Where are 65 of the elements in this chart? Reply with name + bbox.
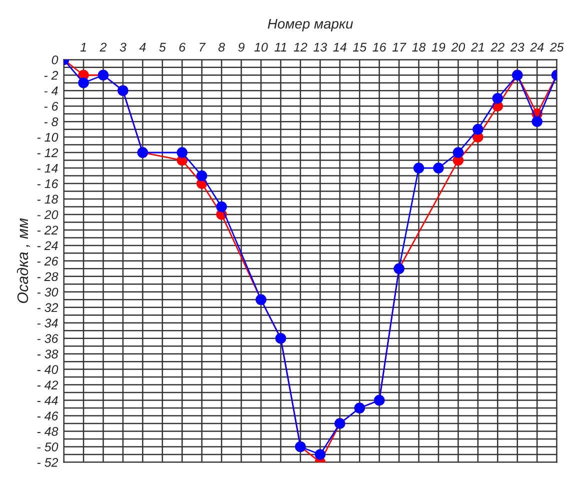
y-tick-label: - 28 bbox=[37, 272, 58, 282]
x-tick-label: 23 bbox=[510, 42, 524, 52]
y-tick-label: - 42 bbox=[37, 380, 58, 390]
x-tick-label: 6 bbox=[179, 42, 186, 52]
y-tick-label: - 14 bbox=[37, 164, 58, 173]
x-tick-label: 10 bbox=[254, 42, 268, 52]
x-tick-label: 25 bbox=[550, 42, 564, 52]
x-tick-label: 19 bbox=[432, 42, 446, 52]
y-tick-label: - 50 bbox=[37, 442, 58, 452]
y-tick-label: - 52 bbox=[37, 458, 58, 467]
y-tick-label: - 6 bbox=[44, 102, 58, 111]
x-tick-label: 4 bbox=[139, 42, 146, 52]
x-tick-label: 3 bbox=[120, 42, 126, 52]
y-tick-label: - 24 bbox=[37, 241, 58, 250]
point bbox=[472, 124, 484, 135]
x-tick-label: 2 bbox=[100, 42, 107, 52]
x-tick-label: 11 bbox=[274, 42, 286, 52]
x-tick-label: 16 bbox=[372, 42, 386, 52]
y-tick-label: - 16 bbox=[37, 179, 58, 188]
y-tick-label: - 34 bbox=[37, 318, 58, 328]
y-tick-label: - 8 bbox=[44, 117, 58, 126]
x-tick-label: 1 bbox=[80, 42, 86, 52]
y-tick-label: - 10 bbox=[37, 132, 58, 142]
y-tick-label: - 26 bbox=[37, 256, 58, 266]
point bbox=[196, 170, 208, 182]
y-tick-label: - 40 bbox=[37, 365, 58, 374]
x-tick-label: 14 bbox=[333, 42, 346, 52]
x-tick-label: 21 bbox=[470, 42, 484, 52]
point bbox=[433, 162, 444, 174]
y-axis-title: Осадка , мм bbox=[16, 218, 30, 304]
point bbox=[216, 201, 227, 212]
point bbox=[78, 77, 89, 88]
point bbox=[492, 92, 504, 104]
y-tick-label: - 2 bbox=[44, 70, 58, 80]
y-tick-label: - 36 bbox=[37, 334, 58, 343]
x-tick-label: 20 bbox=[451, 42, 466, 52]
y-tick-label: - 12 bbox=[37, 148, 58, 158]
y-tick-label: - 38 bbox=[37, 350, 58, 358]
x-tick-label: 9 bbox=[238, 42, 244, 52]
x-tick-label: 12 bbox=[294, 42, 308, 52]
x-tick-label: 24 bbox=[530, 42, 544, 52]
y-tick-label: - 20 bbox=[37, 210, 58, 220]
y-tick-label: - 32 bbox=[37, 303, 58, 312]
y-tick-label: - 46 bbox=[37, 412, 58, 420]
point bbox=[452, 147, 464, 158]
point bbox=[413, 162, 424, 174]
x-tick-label: 15 bbox=[352, 42, 367, 52]
x-axis-title: Номер марки bbox=[268, 18, 353, 32]
y-tick-label: - 44 bbox=[37, 396, 58, 405]
y-tick-label: - 18 bbox=[37, 194, 58, 204]
x-tick-label: 22 bbox=[490, 42, 504, 52]
x-tick-label: 13 bbox=[314, 42, 328, 52]
y-tick-label: - 48 bbox=[37, 427, 58, 436]
x-tick-label: 5 bbox=[159, 42, 166, 52]
x-tick-label: 7 bbox=[200, 42, 206, 52]
x-tick-label: 17 bbox=[392, 42, 406, 52]
y-tick-label: - 30 bbox=[37, 288, 58, 297]
y-tick-label: - 4 bbox=[44, 86, 58, 96]
y-tick-label: - 22 bbox=[37, 226, 58, 234]
x-tick-label: 18 bbox=[412, 42, 426, 52]
x-tick-label: 8 bbox=[218, 42, 225, 52]
y-tick-label: 0 bbox=[52, 55, 58, 64]
point bbox=[532, 116, 542, 127]
point bbox=[314, 449, 326, 460]
point bbox=[176, 147, 188, 158]
